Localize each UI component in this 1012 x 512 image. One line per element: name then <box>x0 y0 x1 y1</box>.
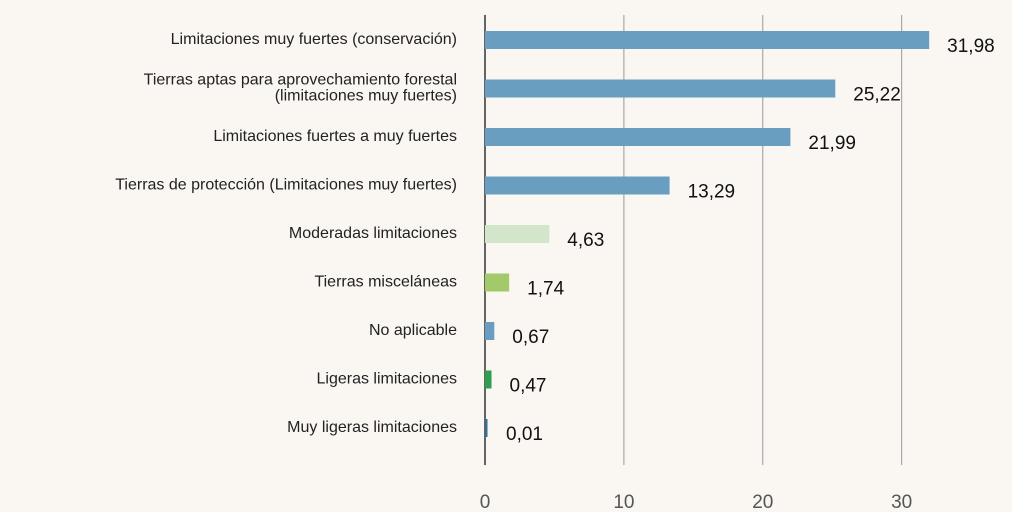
bar <box>485 176 670 195</box>
y-tick-label: (limitaciones muy fuertes) <box>275 88 457 105</box>
value-label: 1,74 <box>527 279 564 300</box>
bar <box>485 419 488 437</box>
value-label: 25,22 <box>853 85 901 106</box>
bar <box>485 225 550 243</box>
bar <box>485 79 836 98</box>
x-tick-label: 10 <box>613 492 634 512</box>
y-tick-label: Muy ligeras limitaciones <box>287 419 457 436</box>
y-tick-label: Tierras misceláneas <box>314 274 457 291</box>
y-tick-label: Ligeras limitaciones <box>316 371 457 388</box>
x-tick-label: 20 <box>752 492 773 512</box>
value-label: 0,47 <box>510 376 547 397</box>
value-label: 13,29 <box>688 182 736 203</box>
y-tick-label: Limitaciones fuertes a muy fuertes <box>213 128 457 145</box>
value-label: 4,63 <box>567 230 604 251</box>
x-tick-label: 30 <box>891 492 912 512</box>
x-tick-label: 0 <box>480 492 491 512</box>
bar <box>485 322 495 340</box>
value-label: 0,01 <box>506 424 543 445</box>
y-tick-label: Moderadas limitaciones <box>289 225 457 242</box>
value-label: 21,99 <box>808 133 856 154</box>
bar <box>485 273 510 292</box>
value-label: 31,98 <box>947 36 995 57</box>
y-tick-label: Tierras de protección (Limitaciones muy … <box>115 177 457 194</box>
y-tick-label: No aplicable <box>369 322 457 339</box>
bar <box>485 370 492 389</box>
value-label: 0,67 <box>512 327 549 348</box>
y-tick-label: Limitaciones muy fuertes (conservación) <box>171 31 457 48</box>
bar <box>485 31 930 49</box>
y-tick-label: Tierras aptas para aprovechamiento fores… <box>144 72 457 89</box>
bar <box>485 128 791 146</box>
